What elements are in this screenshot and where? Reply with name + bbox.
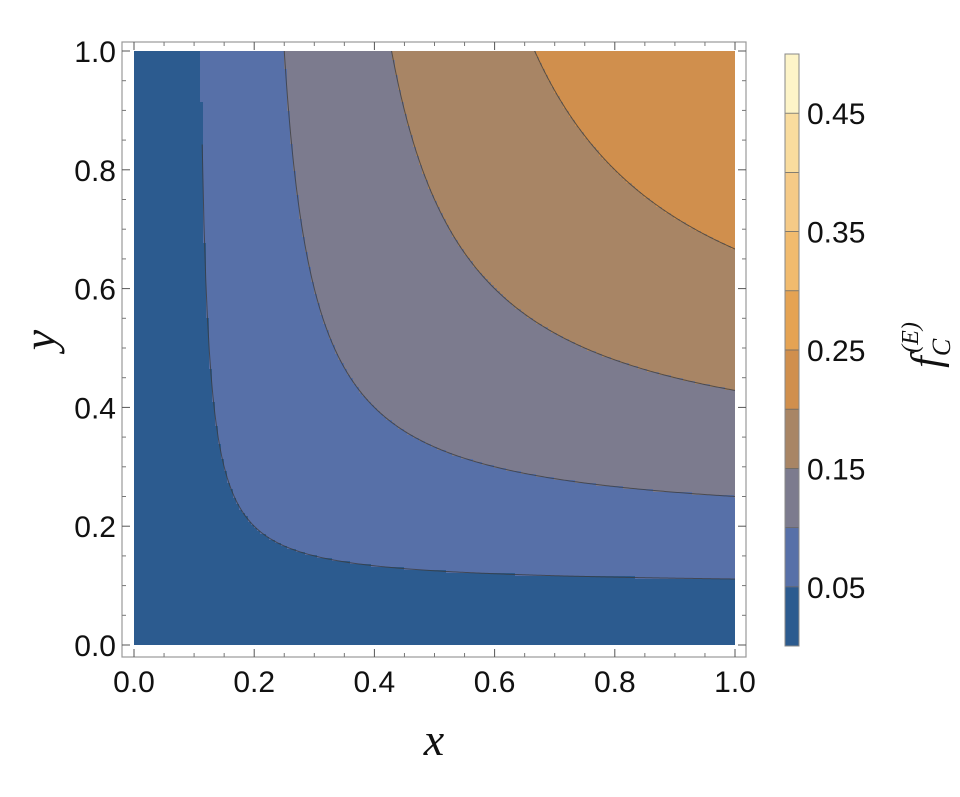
contour-bands bbox=[134, 51, 738, 646]
